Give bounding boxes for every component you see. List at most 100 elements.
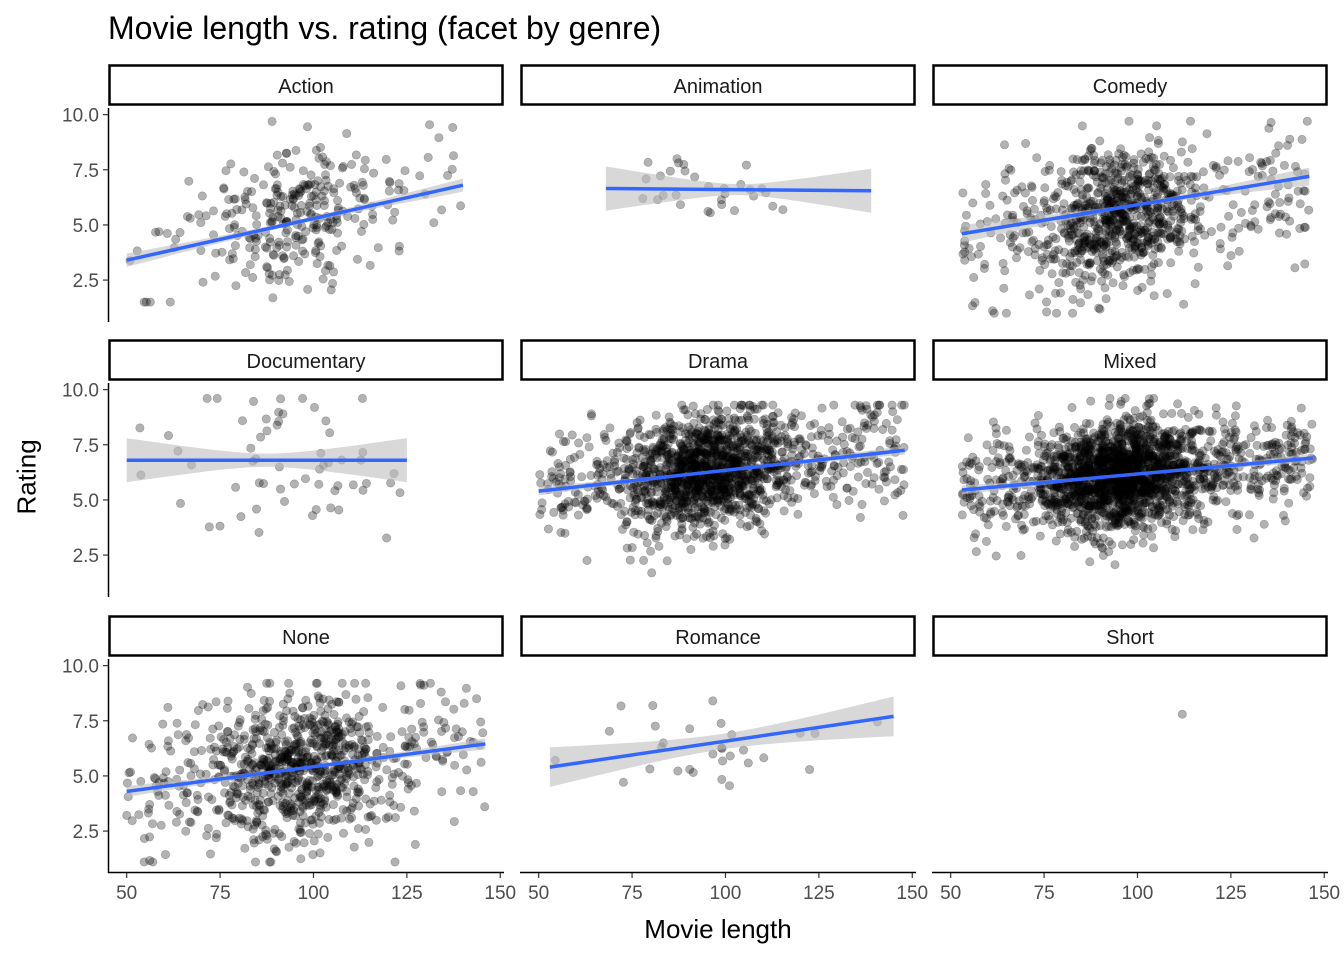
data-point (1281, 430, 1291, 440)
data-point (265, 275, 275, 285)
data-point (1043, 499, 1053, 509)
data-point (708, 541, 718, 551)
data-point (1157, 182, 1167, 192)
data-point (151, 227, 161, 237)
data-point (1144, 185, 1154, 195)
data-point (309, 402, 319, 412)
data-point (1150, 234, 1160, 244)
data-point (448, 151, 458, 161)
data-point (240, 192, 250, 202)
data-point (1076, 284, 1086, 294)
data-point (649, 511, 659, 521)
data-point (1108, 278, 1118, 288)
data-point (321, 221, 331, 231)
data-point (280, 200, 290, 210)
data-point (826, 481, 836, 491)
data-point (1189, 248, 1199, 258)
data-point (1287, 474, 1297, 484)
data-point (1223, 261, 1233, 271)
data-point (1223, 156, 1233, 166)
data-point (291, 240, 301, 250)
data-point (359, 220, 369, 230)
data-point (1179, 299, 1189, 309)
data-point (400, 166, 410, 176)
y-tick-label: 5.0 (73, 491, 99, 512)
data-point (1058, 268, 1068, 278)
data-point (967, 301, 977, 311)
data-point (385, 178, 395, 188)
data-point (1268, 166, 1278, 176)
data-point (1026, 494, 1036, 504)
data-point (1084, 183, 1094, 193)
data-point (128, 733, 138, 743)
data-point (696, 460, 706, 470)
data-point (1234, 246, 1244, 256)
data-point (824, 423, 834, 433)
data-point (326, 285, 336, 295)
y-tick-label: 2.5 (73, 271, 99, 292)
data-point (1064, 230, 1074, 240)
data-point (1100, 230, 1110, 240)
data-point (1124, 221, 1134, 231)
data-point (308, 223, 318, 233)
data-point (219, 183, 229, 193)
data-point (679, 159, 689, 169)
data-point (1196, 224, 1206, 234)
data-point (1064, 489, 1074, 499)
data-point (1102, 192, 1112, 202)
y-tick-label: 7.5 (73, 161, 99, 182)
data-point (1071, 188, 1081, 198)
data-point (757, 400, 767, 410)
data-point (1073, 430, 1083, 440)
data-point (1158, 183, 1168, 193)
data-point (222, 209, 232, 219)
data-point (1090, 240, 1100, 250)
data-point (384, 176, 394, 186)
data-point (1124, 172, 1134, 182)
facet-strip-label: Documentary (247, 351, 366, 373)
data-point (898, 465, 908, 475)
data-point (624, 442, 634, 452)
data-point (1155, 160, 1165, 170)
data-point (975, 241, 985, 251)
data-point (288, 194, 298, 204)
data-point (294, 184, 304, 194)
data-point (356, 226, 366, 236)
data-point (1077, 121, 1087, 131)
data-point (1236, 208, 1246, 218)
data-point (561, 437, 571, 447)
data-point (300, 474, 310, 484)
data-point (1187, 231, 1197, 241)
data-point (319, 186, 329, 196)
data-point (1144, 232, 1154, 242)
data-point (1143, 241, 1153, 251)
data-point (1059, 199, 1069, 209)
data-point (1102, 184, 1112, 194)
data-point (702, 531, 712, 541)
data-point (609, 461, 619, 471)
data-point (758, 415, 768, 425)
data-point (1134, 508, 1144, 518)
data-point (1219, 165, 1229, 175)
data-point (241, 199, 251, 209)
data-point (1100, 283, 1110, 293)
data-point (1098, 533, 1108, 543)
data-point (995, 460, 1005, 470)
data-point (1072, 467, 1082, 477)
data-point (857, 499, 867, 509)
data-point (1021, 228, 1031, 238)
facet-strip (520, 64, 916, 106)
data-point (1228, 228, 1238, 238)
data-point (981, 536, 991, 546)
data-point (1147, 235, 1157, 245)
data-point (1165, 172, 1175, 182)
data-point (897, 400, 907, 410)
data-point (1029, 204, 1039, 214)
data-point (1052, 308, 1062, 318)
data-point (1195, 206, 1205, 216)
data-point (1250, 200, 1260, 210)
data-point (742, 411, 752, 421)
facet-strip-label: Animation (674, 76, 763, 98)
data-point (989, 308, 999, 318)
data-point (1035, 531, 1045, 541)
